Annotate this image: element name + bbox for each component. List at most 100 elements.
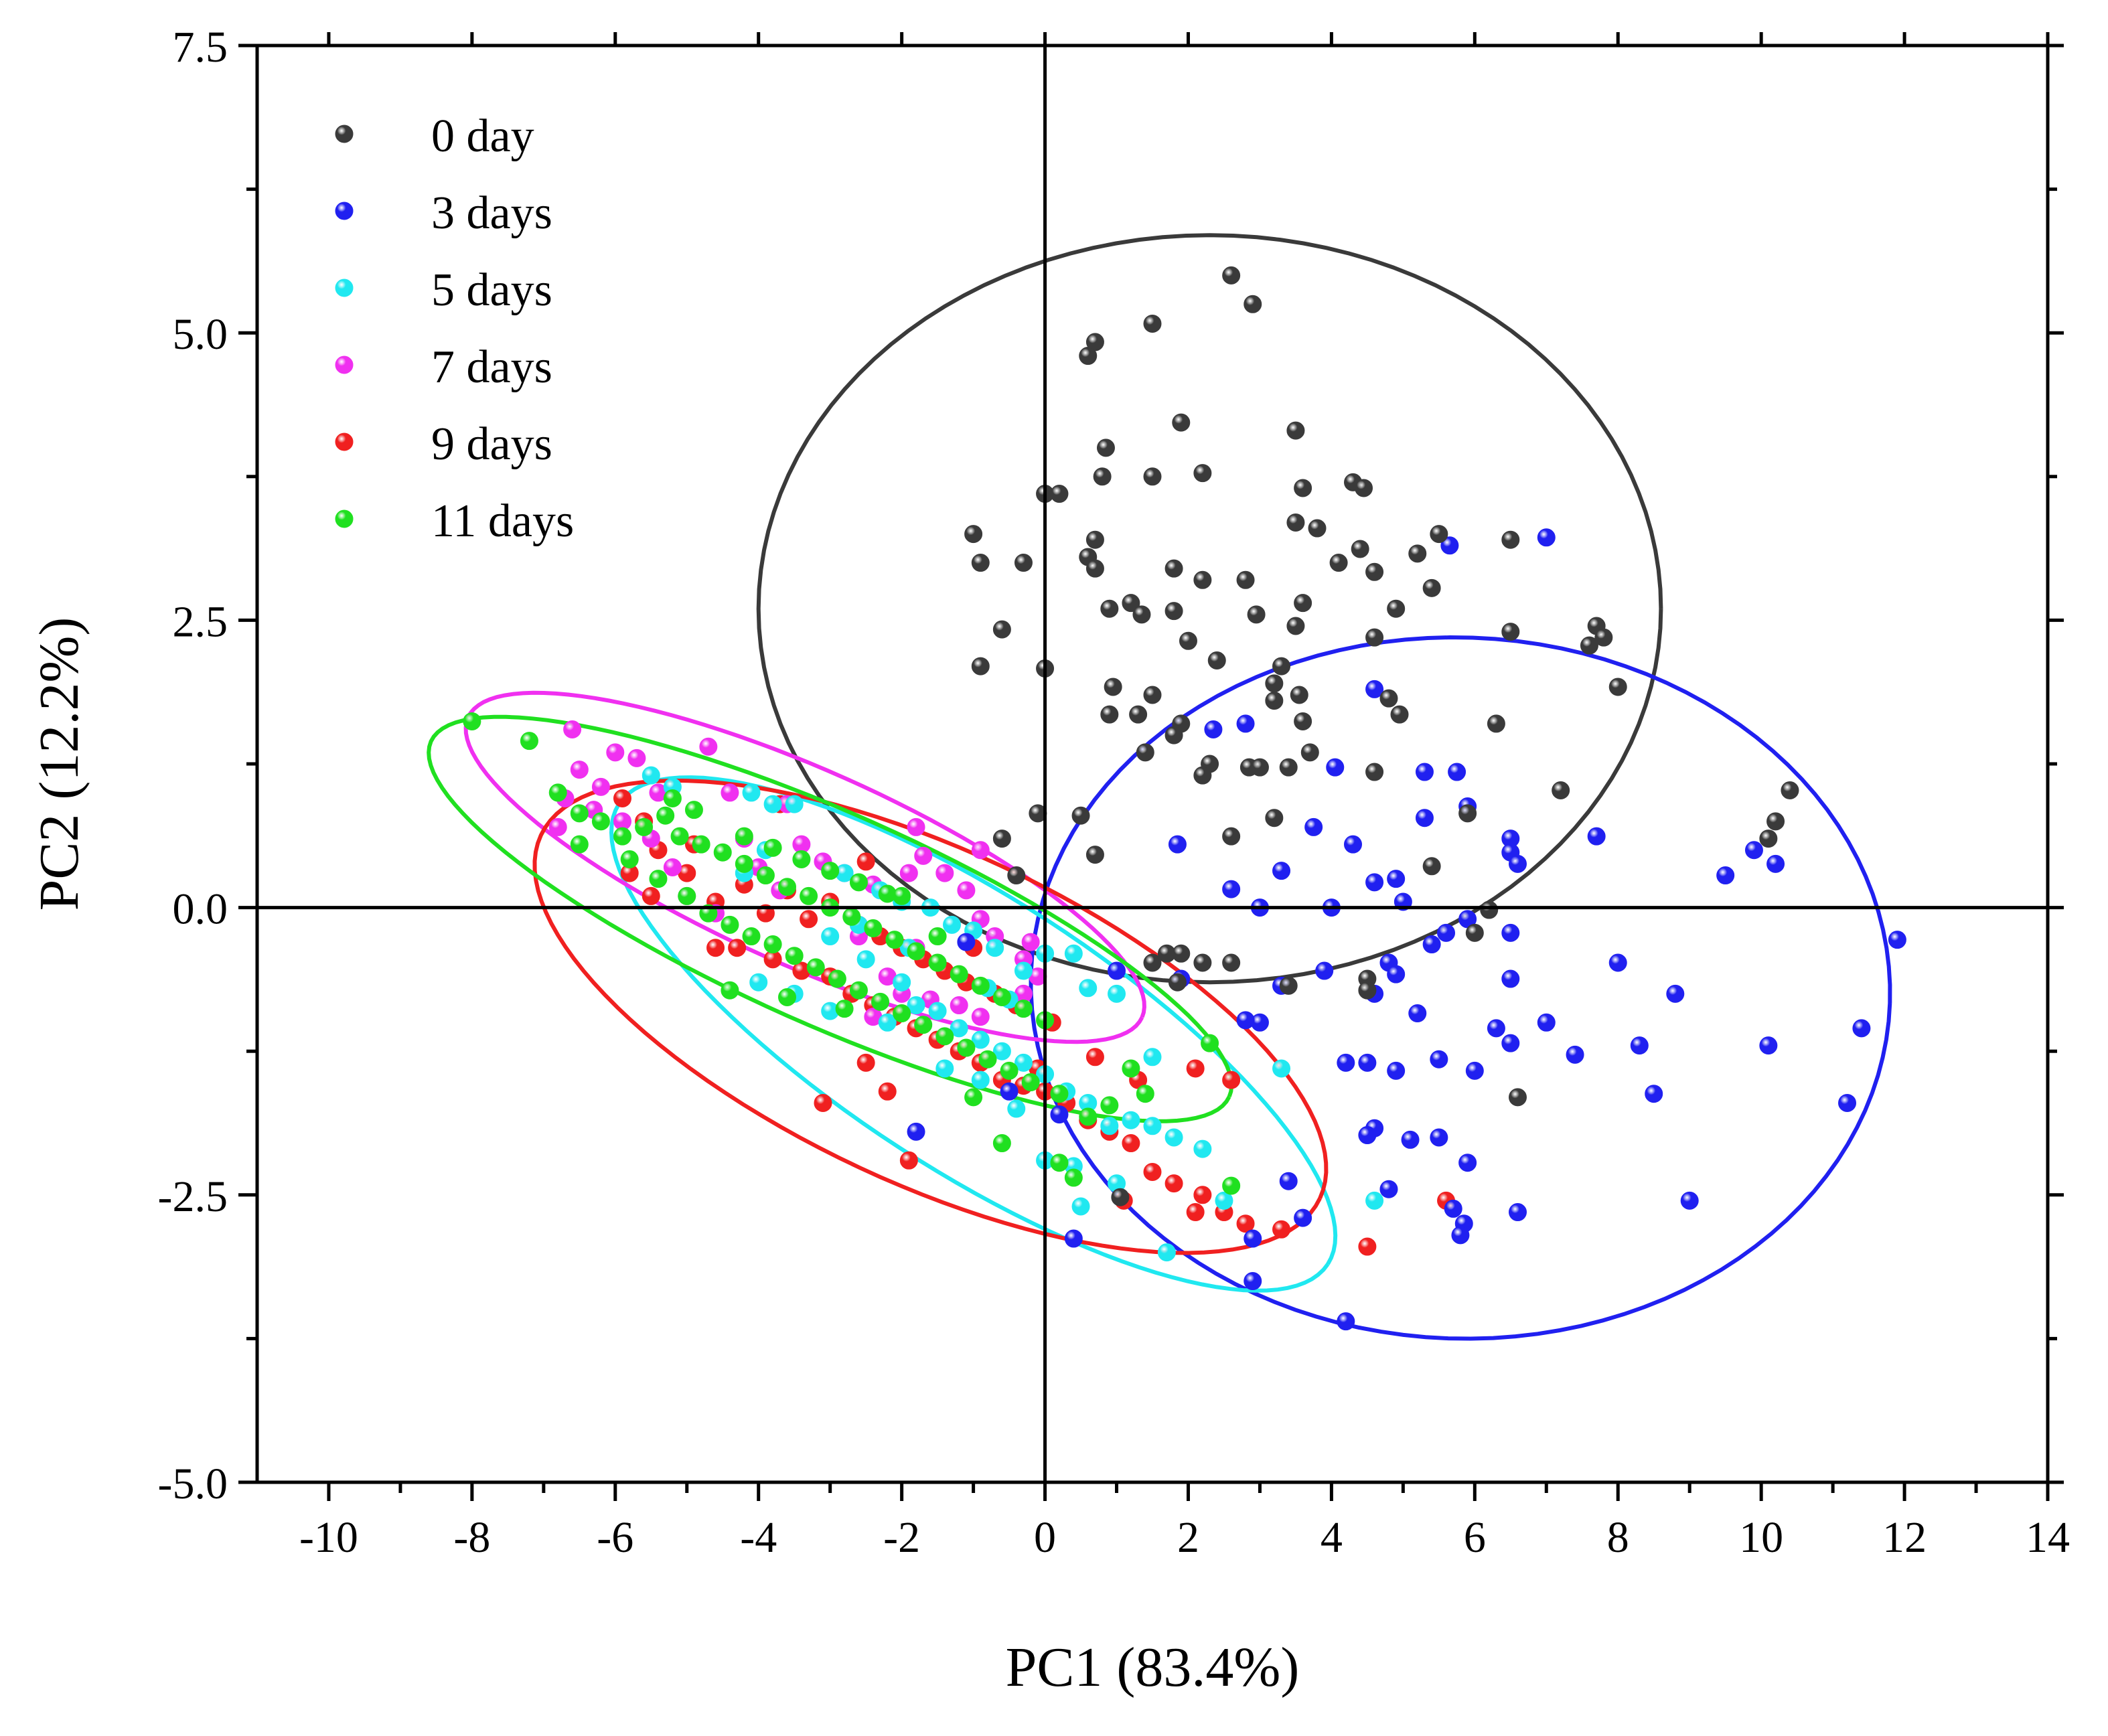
y-tick-label: 5.0 [173,310,228,359]
legend-marker [335,279,354,297]
point-3-days [1408,1004,1427,1023]
point-3-days [1387,870,1406,888]
point-11-days [842,907,861,926]
y-axis-ticks: -5.0 -2.5 0.0 2.5 5.0 7.5 [158,23,2064,1508]
x-tick-label: -10 [299,1513,358,1562]
point-7-days [935,864,954,882]
point-0-day [964,525,983,544]
point-5-days [1007,1099,1026,1118]
point-0-day [1111,1188,1130,1206]
point-0-day [1143,953,1162,972]
point-0-day [1290,686,1308,704]
point-0-day [1050,485,1069,503]
point-0-day [1422,857,1441,876]
point-0-day [1007,866,1026,885]
point-7-days [914,846,933,865]
point-0-day [1308,519,1327,538]
point-9-days [814,1093,832,1112]
x-tick-label: 6 [1464,1513,1486,1562]
point-5-days [1014,961,1033,980]
point-11-days [763,935,782,954]
point-3-days [1236,1011,1255,1030]
point-3-days [1343,835,1362,854]
point-5-days [1193,1139,1212,1158]
point-11-days [893,886,911,905]
point-0-day [1172,413,1191,432]
point-0-day [1136,743,1154,762]
point-0-day [1300,743,1319,762]
point-3-days [1222,880,1241,898]
point-9-days [1085,1048,1104,1067]
point-3-days [1487,1019,1505,1038]
point-11-days [520,732,538,751]
point-5-days [1108,984,1126,1003]
point-3-days [1168,835,1187,854]
point-11-days [1014,1000,1033,1018]
point-0-day [1193,464,1212,483]
point-11-days [821,862,840,880]
point-0-day [1594,628,1613,647]
point-3-days [1387,965,1406,983]
point-11-days [1079,1107,1098,1126]
point-3-days [1666,984,1685,1003]
point-0-day [1508,1088,1527,1107]
point-7-days [1021,933,1040,951]
point-9-days [1222,1071,1241,1089]
point-0-day [1294,479,1312,497]
point-11-days [721,915,739,934]
point-0-day [1487,714,1505,733]
point-11-days [1222,1176,1241,1195]
point-0-day [1164,559,1183,578]
point-3-days [1437,923,1456,942]
point-11-days [864,919,883,938]
legend-label: 0 day [431,110,534,162]
point-11-days [928,953,947,972]
point-0-day [1079,347,1098,366]
point-11-days [785,947,804,965]
point-3-days [1566,1045,1584,1064]
point-0-day [1365,562,1384,581]
point-3-days [1852,1019,1871,1038]
point-3-days [1358,1126,1377,1145]
legend-marker [335,202,354,220]
point-0-day [1129,705,1148,724]
point-0-day [1387,599,1406,618]
point-5-days [642,766,660,785]
point-5-days [1014,1053,1033,1072]
point-3-days [1744,841,1763,860]
point-0-day [1193,953,1212,972]
point-5-days [821,927,840,946]
point-11-days [713,843,732,862]
point-11-days [778,988,797,1007]
x-tick-label: -8 [453,1513,490,1562]
point-11-days [735,827,753,846]
point-0-day [1351,540,1369,558]
point-0-day [1014,554,1033,572]
point-7-days [591,777,610,796]
point-0-day [1143,314,1162,333]
point-11-days [871,992,890,1011]
point-0-day [1168,973,1187,992]
point-9-days [1358,1237,1377,1256]
point-5-days [928,1002,947,1020]
point-3-days [1337,1312,1355,1331]
point-11-days [1064,1168,1083,1187]
point-3-days [1501,1034,1520,1052]
point-0-day [1132,605,1151,624]
point-3-days [1587,827,1606,846]
point-9-days [899,1151,918,1170]
point-7-days [606,743,625,762]
point-11-days [663,789,682,808]
point-0-day [1104,678,1122,696]
point-3-days [1430,1050,1448,1069]
point-9-days [1272,1220,1291,1239]
point-11-days [806,958,825,977]
point-9-days [1122,1134,1140,1153]
legend-label: 7 days [431,341,552,393]
point-11-days [463,712,481,730]
point-0-day [1244,295,1262,313]
point-11-days [649,870,668,888]
point-11-days [778,878,797,896]
point-0-day [1164,726,1183,744]
point-11-days [692,835,710,854]
